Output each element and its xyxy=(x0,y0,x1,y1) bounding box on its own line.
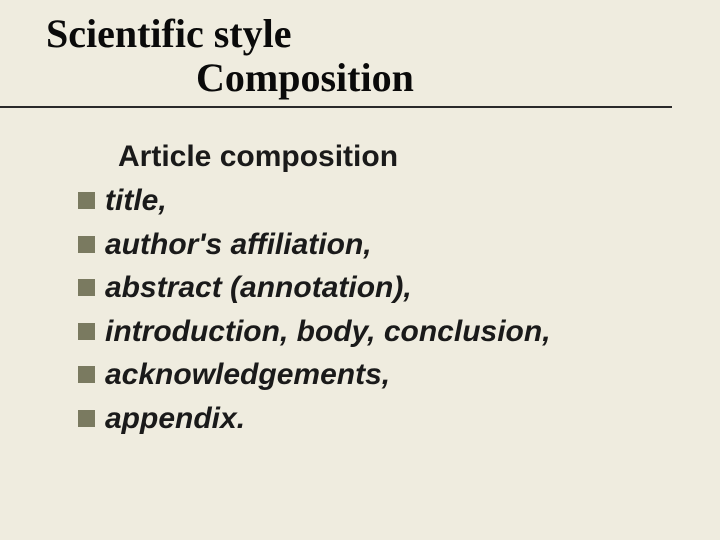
title-area: Scientific style Composition xyxy=(0,0,720,100)
list-item: acknowledgements, xyxy=(78,356,680,394)
list-item: appendix. xyxy=(78,400,680,438)
content-area: Article composition title, author's affi… xyxy=(0,108,720,437)
bullet-list: title, author's affiliation, abstract (a… xyxy=(78,182,680,437)
square-bullet-icon xyxy=(78,323,95,340)
list-item: title, xyxy=(78,182,680,220)
bullet-text: introduction, body, conclusion, xyxy=(105,313,551,351)
list-item: author's affiliation, xyxy=(78,226,680,264)
list-item: abstract (annotation), xyxy=(78,269,680,307)
list-item: introduction, body, conclusion, xyxy=(78,313,680,351)
title-line-2: Composition xyxy=(196,56,720,100)
square-bullet-icon xyxy=(78,192,95,209)
bullet-text: abstract (annotation), xyxy=(105,269,412,307)
square-bullet-icon xyxy=(78,366,95,383)
bullet-text: appendix. xyxy=(105,400,245,438)
subheading: Article composition xyxy=(118,140,680,174)
bullet-text: author's affiliation, xyxy=(105,226,372,264)
title-line-1: Scientific style xyxy=(46,12,720,56)
square-bullet-icon xyxy=(78,410,95,427)
square-bullet-icon xyxy=(78,236,95,253)
bullet-text: acknowledgements, xyxy=(105,356,390,394)
square-bullet-icon xyxy=(78,279,95,296)
slide-container: Scientific style Composition Article com… xyxy=(0,0,720,540)
bullet-text: title, xyxy=(105,182,167,220)
